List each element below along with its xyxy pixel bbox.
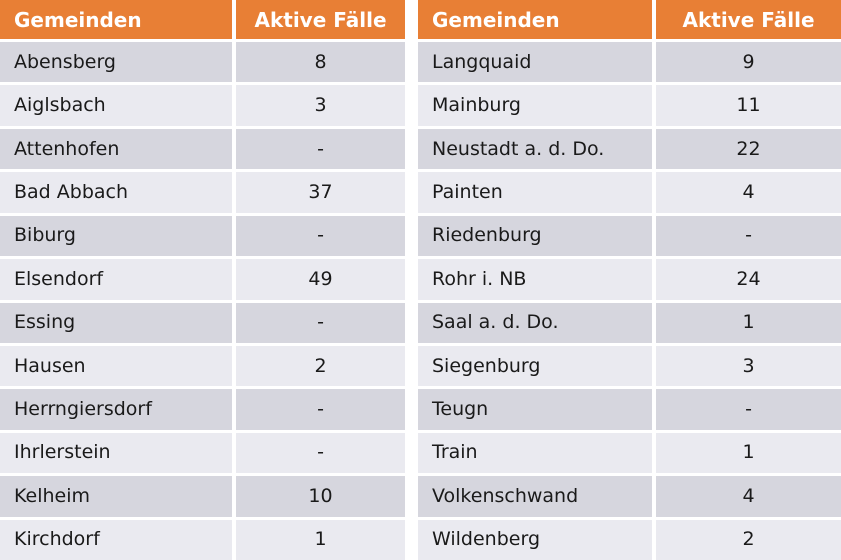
municipality-name-cell: Bad Abbach xyxy=(0,172,232,213)
active-cases-value-cell: 3 xyxy=(236,85,405,126)
active-cases-value-cell: 4 xyxy=(656,172,841,213)
municipality-name-cell: Wildenberg xyxy=(418,519,652,560)
municipality-name-cell: Rohr i. NB xyxy=(418,259,652,300)
municipality-name-cell: Essing xyxy=(0,302,232,343)
active-cases-value-cell: 24 xyxy=(656,259,841,300)
active-cases-value-cell: 1 xyxy=(656,432,841,474)
active-cases-value-cell: 1 xyxy=(236,519,405,560)
cases-table-right: Gemeinden Aktive Fälle Langquaid 9 Mainburg 1… xyxy=(418,0,841,560)
municipality-name-cell: Saal a. d. Do. xyxy=(418,302,652,343)
active-cases-value-cell: - xyxy=(656,215,841,257)
municipality-name-cell: Neustadt a. d. Do. xyxy=(418,128,652,170)
active-cases-value-cell: 9 xyxy=(656,42,841,83)
municipality-name-cell: Train xyxy=(418,432,652,474)
active-cases-value-cell: - xyxy=(236,389,405,430)
municipality-name-cell: Volkenschwand xyxy=(418,476,652,517)
municipality-name-cell: Langquaid xyxy=(418,42,652,83)
municipality-name-cell: Elsendorf xyxy=(0,259,232,300)
active-cases-value-cell: 1 xyxy=(656,302,841,343)
active-cases-value-cell: - xyxy=(656,389,841,430)
column-header-gemeinden: Gemeinden xyxy=(0,0,232,39)
active-cases-value-cell: 2 xyxy=(236,345,405,387)
active-cases-value-cell: - xyxy=(236,432,405,474)
municipality-name-cell: Aiglsbach xyxy=(0,85,232,126)
column-header-aktive-faelle: Aktive Fälle xyxy=(656,0,841,39)
municipality-name-cell: Kelheim xyxy=(0,476,232,517)
active-cases-value-cell: 22 xyxy=(656,128,841,170)
column-header-gemeinden: Gemeinden xyxy=(418,0,652,39)
municipality-name-cell: Siegenburg xyxy=(418,345,652,387)
active-cases-value-cell: 10 xyxy=(236,476,405,517)
municipality-name-cell: Hausen xyxy=(0,345,232,387)
active-cases-value-cell: 4 xyxy=(656,476,841,517)
municipality-name-cell: Abensberg xyxy=(0,42,232,83)
active-cases-value-cell: 11 xyxy=(656,85,841,126)
municipality-name-cell: Biburg xyxy=(0,215,232,257)
active-cases-value-cell: - xyxy=(236,215,405,257)
municipality-name-cell: Mainburg xyxy=(418,85,652,126)
active-cases-value-cell: 3 xyxy=(656,345,841,387)
active-cases-value-cell: - xyxy=(236,128,405,170)
active-cases-value-cell: 37 xyxy=(236,172,405,213)
municipality-name-cell: Riedenburg xyxy=(418,215,652,257)
municipality-name-cell: Attenhofen xyxy=(0,128,232,170)
cases-table-left: Gemeinden Aktive Fälle Abensberg 8 Aiglsbach… xyxy=(0,0,405,560)
municipality-name-cell: Herrngiersdorf xyxy=(0,389,232,430)
active-cases-value-cell: - xyxy=(236,302,405,343)
municipality-name-cell: Teugn xyxy=(418,389,652,430)
column-header-aktive-faelle: Aktive Fälle xyxy=(236,0,405,39)
municipality-name-cell: Kirchdorf xyxy=(0,519,232,560)
municipality-name-cell: Painten xyxy=(418,172,652,213)
active-cases-value-cell: 49 xyxy=(236,259,405,300)
active-cases-value-cell: 8 xyxy=(236,42,405,83)
municipality-name-cell: Ihrlerstein xyxy=(0,432,232,474)
active-cases-value-cell: 2 xyxy=(656,519,841,560)
